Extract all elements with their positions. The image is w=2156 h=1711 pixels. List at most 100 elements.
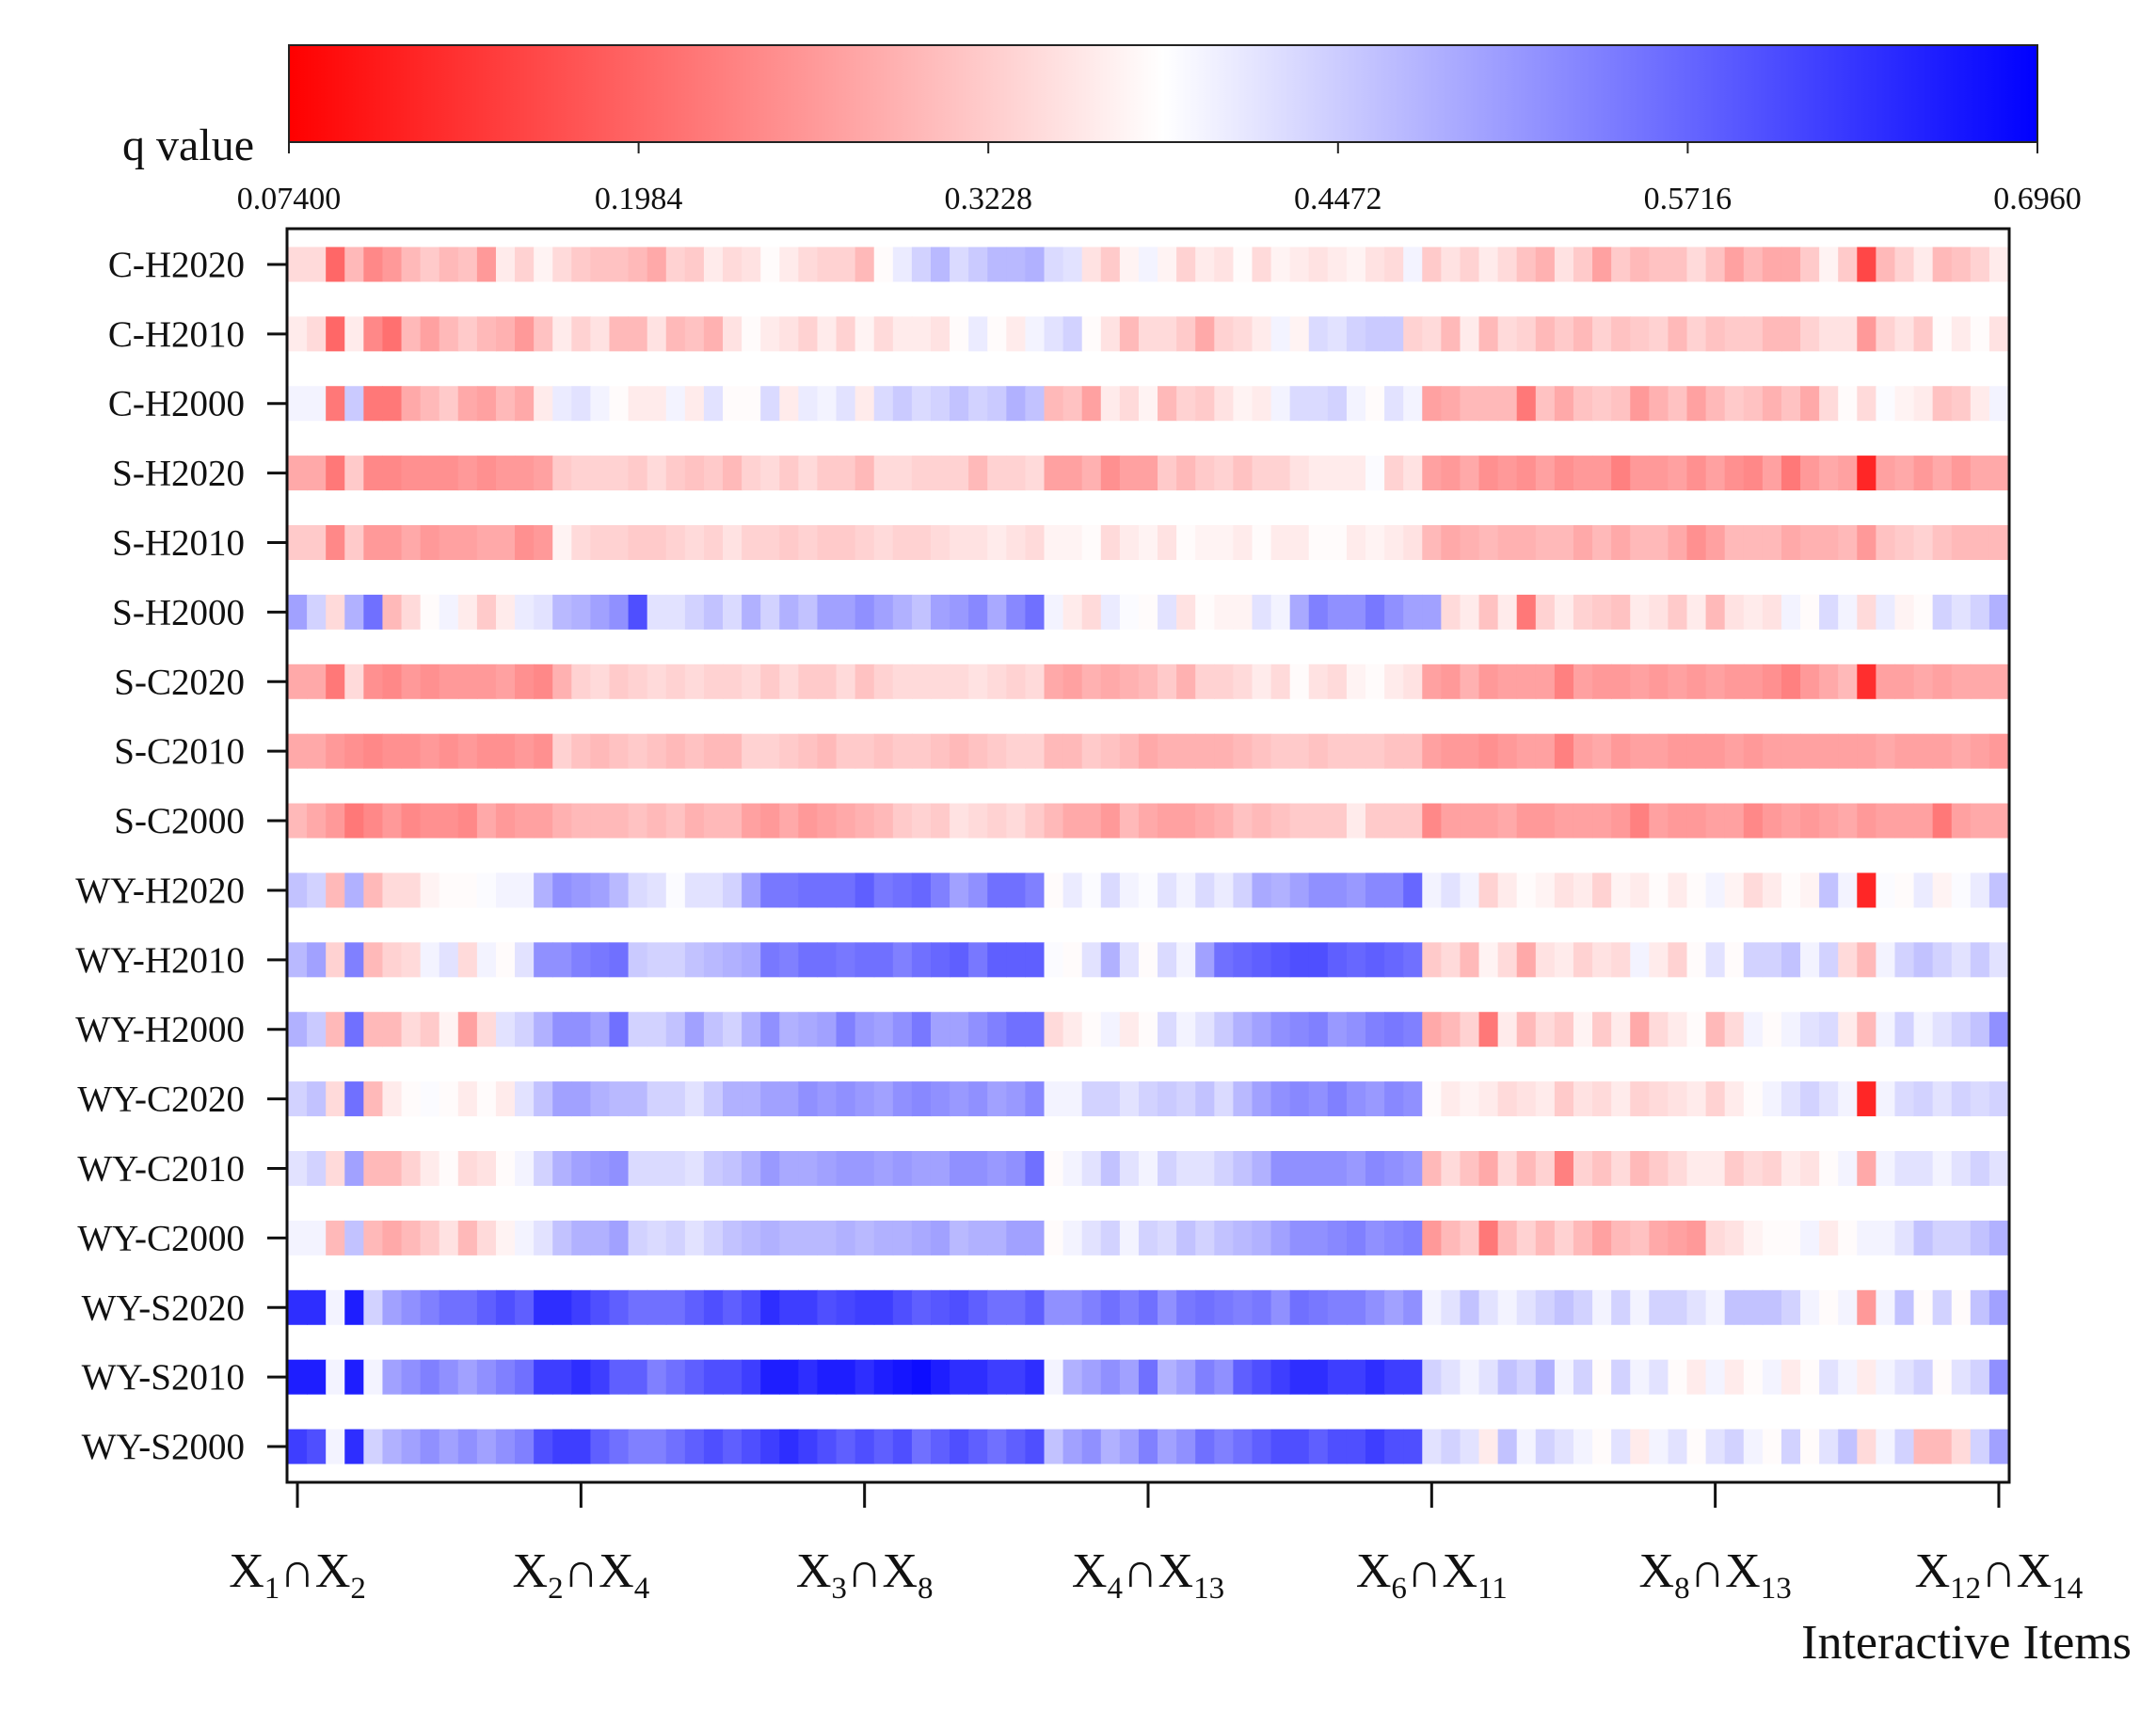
heatmap-cell — [1233, 1289, 1254, 1325]
heatmap-cell — [1988, 316, 2009, 352]
heatmap-cell — [723, 1220, 743, 1255]
heatmap-cell — [665, 803, 686, 839]
heatmap-cell — [1668, 1220, 1688, 1255]
heatmap-cell — [1649, 1359, 1669, 1395]
heatmap-cell — [515, 1081, 535, 1117]
heatmap-cell — [1951, 456, 1972, 491]
heatmap-cell — [1630, 733, 1650, 769]
heatmap-cell — [1365, 525, 1385, 560]
heatmap-cell — [703, 1151, 724, 1186]
heatmap-cell — [1497, 456, 1518, 491]
heatmap-cell — [779, 1429, 799, 1464]
heatmap-cell — [836, 1359, 856, 1395]
heatmap-cell — [401, 1151, 422, 1186]
heatmap-cell — [1535, 664, 1556, 699]
heatmap-cell — [1762, 386, 1782, 422]
heatmap-cell — [684, 942, 705, 978]
heatmap-cell — [495, 247, 516, 282]
row-labels: C-H2020C-H2010C-H2000S-H2020S-H2010S-H20… — [75, 245, 288, 1467]
heatmap-cell — [779, 1359, 799, 1395]
heatmap-cell — [1630, 1359, 1650, 1395]
heatmap-cell — [1062, 594, 1083, 630]
heatmap-cell — [1970, 1220, 1990, 1255]
heatmap-cell — [515, 872, 535, 908]
heatmap-cell — [950, 386, 969, 422]
heatmap-cell — [723, 525, 743, 560]
heatmap-cell — [911, 247, 932, 282]
heatmap-cell — [552, 1220, 572, 1255]
heatmap-cell — [1516, 803, 1537, 839]
heatmap-cell — [609, 594, 630, 630]
heatmap-cell — [1422, 316, 1442, 352]
heatmap-cell — [571, 1151, 592, 1186]
heatmap-cell — [950, 316, 969, 352]
heatmap-cell — [703, 1359, 724, 1395]
heatmap-cell — [534, 525, 553, 560]
heatmap-cell — [1554, 872, 1574, 908]
heatmap-cell — [495, 456, 516, 491]
heatmap-cell — [552, 456, 572, 491]
heatmap-cell — [1289, 1289, 1310, 1325]
heatmap-cell — [1592, 456, 1612, 491]
heatmap-cell — [798, 247, 819, 282]
heatmap-cell — [892, 386, 913, 422]
heatmap-cell — [1970, 594, 1990, 630]
heatmap-cell — [1932, 1289, 1953, 1325]
heatmap-cell — [911, 872, 932, 908]
heatmap-cell — [1062, 456, 1083, 491]
heatmap-cell — [1630, 664, 1650, 699]
heatmap-cell — [307, 456, 327, 491]
heatmap-cell — [420, 594, 440, 630]
heatmap-cell — [1460, 1012, 1480, 1047]
heatmap-cell — [1100, 803, 1121, 839]
heatmap-cell — [1327, 316, 1348, 352]
heatmap-cell — [1611, 247, 1631, 282]
heatmap-cell — [1762, 1081, 1782, 1117]
heatmap-cell — [987, 872, 1007, 908]
heatmap-cell — [817, 1151, 838, 1186]
heatmap-cell — [515, 942, 535, 978]
heatmap-cell — [1894, 316, 1915, 352]
heatmap-cell — [968, 1289, 988, 1325]
heatmap-cell — [1894, 1429, 1915, 1464]
heatmap-cell — [476, 942, 497, 978]
heatmap-cell — [1327, 803, 1348, 839]
heatmap-cell — [873, 386, 894, 422]
heatmap-cell — [420, 1081, 440, 1117]
heatmap-cell — [1781, 803, 1801, 839]
heatmap-cell — [1838, 733, 1858, 769]
heatmap-cell — [798, 1289, 819, 1325]
heatmap-cell — [1497, 942, 1518, 978]
heatmap-cell — [1422, 247, 1442, 282]
heatmap-cell — [363, 1151, 384, 1186]
heatmap-cell — [723, 386, 743, 422]
heatmap-cell — [873, 1289, 894, 1325]
heatmap-cell — [1970, 1289, 1990, 1325]
heatmap-cell — [1988, 1429, 2009, 1464]
heatmap-cell — [628, 594, 648, 630]
heatmap-cell — [1100, 386, 1121, 422]
heatmap-cell — [1270, 594, 1291, 630]
heatmap-cell — [854, 1151, 875, 1186]
heatmap-cell — [779, 316, 799, 352]
heatmap-cell — [495, 1012, 516, 1047]
heatmap-cell — [1686, 316, 1707, 352]
heatmap-cell — [534, 1081, 553, 1117]
heatmap-cell — [1876, 247, 1896, 282]
heatmap-cell — [515, 1359, 535, 1395]
heatmap-cell — [1497, 594, 1518, 630]
heatmap-cell — [1346, 525, 1366, 560]
heatmap-cell — [457, 1220, 478, 1255]
heatmap-cell — [1119, 872, 1140, 908]
heatmap-cell — [401, 247, 422, 282]
heatmap-cell — [1384, 1289, 1404, 1325]
heatmap-cell — [1289, 247, 1310, 282]
heatmap-cell — [1743, 1359, 1764, 1395]
heatmap-cell — [1800, 1220, 1820, 1255]
heatmap-cell — [1686, 803, 1707, 839]
heatmap-cell — [1800, 386, 1820, 422]
row-label: S-H2010 — [112, 523, 245, 564]
heatmap-cell — [1554, 1081, 1574, 1117]
heatmap-cell — [1214, 386, 1234, 422]
heatmap-cell — [552, 803, 572, 839]
